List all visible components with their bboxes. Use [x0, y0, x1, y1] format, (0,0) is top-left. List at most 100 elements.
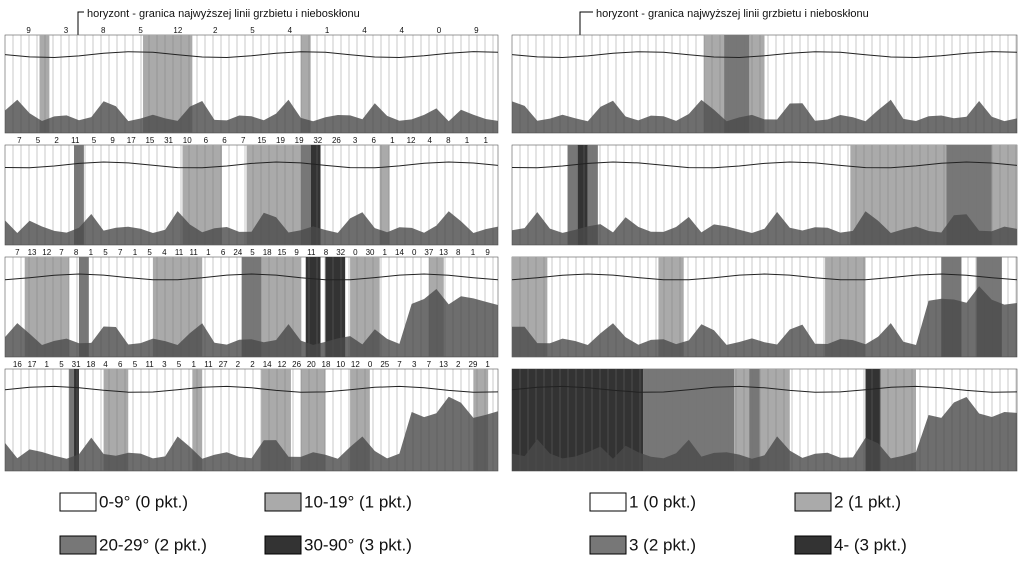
angle-label: 27 [219, 360, 228, 369]
angle-label: 4 [103, 360, 108, 369]
angle-label: 8 [446, 136, 451, 145]
angle-label: 1 [485, 360, 490, 369]
legend-label: 1 (0 pkt.) [629, 492, 696, 511]
angle-label: 26 [332, 136, 341, 145]
angle-label: 6 [204, 136, 209, 145]
angle-label: 19 [276, 136, 285, 145]
angle-label: 8 [101, 26, 106, 35]
legend-label: 20-29° (2 pkt.) [99, 535, 207, 554]
angle-label: 7 [397, 360, 402, 369]
angle-label: 16 [13, 360, 22, 369]
angle-label: 31 [72, 360, 81, 369]
angle-label: 32 [313, 136, 322, 145]
angle-label: 0 [412, 248, 417, 257]
angle-label: 11 [145, 360, 154, 369]
legend-swatch [60, 536, 96, 554]
angle-label: 29 [469, 360, 478, 369]
angle-label: 0 [353, 248, 358, 257]
angle-label: 13 [439, 360, 448, 369]
angle-label: 4 [427, 136, 432, 145]
angle-label: 17 [28, 360, 37, 369]
angle-label: 19 [295, 136, 304, 145]
legend-label: 30-90° (3 pkt.) [304, 535, 412, 554]
angle-label: 5 [92, 136, 97, 145]
angle-label: 7 [15, 248, 20, 257]
angle-label: 3 [162, 360, 167, 369]
legend-swatch [590, 536, 626, 554]
angle-label: 18 [86, 360, 95, 369]
angle-label: 5 [36, 136, 41, 145]
angle-label: 9 [26, 26, 31, 35]
angle-label: 7 [427, 360, 432, 369]
angle-label: 4 [288, 26, 293, 35]
angle-label: 4 [362, 26, 367, 35]
angle-label: 1 [465, 136, 470, 145]
legend-label: 2 (1 pkt.) [834, 492, 901, 511]
angle-label: 31 [164, 136, 173, 145]
angle-label: 15 [145, 136, 154, 145]
band [79, 257, 89, 357]
angle-label: 24 [233, 248, 242, 257]
legend-swatch [265, 536, 301, 554]
angle-label: 12 [407, 136, 416, 145]
angle-label: 1 [483, 136, 488, 145]
angle-label: 9 [485, 248, 490, 257]
angle-label: 7 [118, 248, 123, 257]
angle-label: 12 [42, 248, 51, 257]
angle-label: 8 [456, 248, 461, 257]
angle-label: 9 [110, 136, 115, 145]
angle-label: 5 [133, 360, 138, 369]
angle-label: 7 [59, 248, 64, 257]
angle-label: 15 [277, 248, 286, 257]
angle-label: 12 [351, 360, 360, 369]
angle-label: 2 [213, 26, 218, 35]
angle-label: 13 [28, 248, 37, 257]
angle-label: 15 [257, 136, 266, 145]
annotation: horyzont - granica najwyższej linii grzb… [87, 8, 360, 20]
angle-label: 3 [64, 26, 69, 35]
legend-swatch [795, 493, 831, 511]
angle-label: 26 [292, 360, 301, 369]
angle-label: 11 [204, 360, 213, 369]
angle-label: 11 [190, 248, 199, 257]
angle-label: 8 [74, 248, 79, 257]
band [40, 35, 50, 133]
angle-label: 5 [177, 360, 182, 369]
angle-label: 2 [456, 360, 461, 369]
legend-label: 3 (2 pkt.) [629, 535, 696, 554]
angle-label: 18 [263, 248, 272, 257]
angle-label: 11 [71, 136, 80, 145]
angle-label: 7 [241, 136, 246, 145]
angle-label: 1 [133, 248, 138, 257]
angle-label: 1 [471, 248, 476, 257]
angle-label: 5 [138, 26, 143, 35]
legend-label: 0-9° (0 pkt.) [99, 492, 188, 511]
angle-label: 9 [474, 26, 479, 35]
angle-label: 1 [206, 248, 211, 257]
legend-swatch [795, 536, 831, 554]
angle-label: 2 [236, 360, 241, 369]
angle-label: 3 [412, 360, 417, 369]
angle-label: 5 [250, 26, 255, 35]
angle-label: 12 [277, 360, 286, 369]
angle-label: 7 [17, 136, 22, 145]
angle-label: 3 [353, 136, 358, 145]
legend-label: 10-19° (1 pkt.) [304, 492, 412, 511]
angle-label: 1 [383, 248, 388, 257]
angle-label: 5 [59, 360, 64, 369]
angle-label: 8 [324, 248, 329, 257]
angle-label: 5 [250, 248, 255, 257]
angle-label: 2 [250, 360, 255, 369]
angle-label: 6 [221, 248, 226, 257]
angle-label: 30 [366, 248, 375, 257]
annotation: horyzont - granica najwyższej linii grzb… [596, 8, 869, 20]
legend-label: 4- (3 pkt.) [834, 535, 907, 554]
angle-label: 14 [395, 248, 404, 257]
angle-label: 5 [103, 248, 108, 257]
angle-label: 18 [322, 360, 331, 369]
legend-swatch [590, 493, 626, 511]
angle-label: 4 [162, 248, 167, 257]
angle-label: 25 [380, 360, 389, 369]
angle-label: 13 [439, 248, 448, 257]
angle-label: 11 [175, 248, 184, 257]
